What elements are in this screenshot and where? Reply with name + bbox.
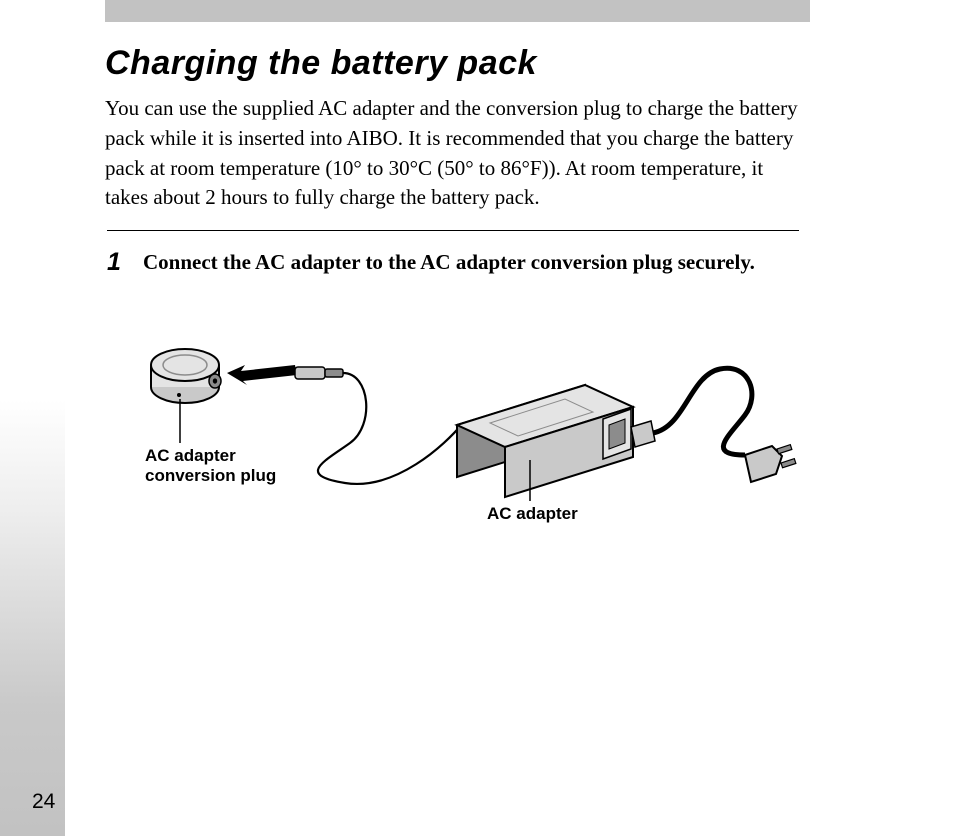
ac-cord [631, 368, 752, 455]
dc-plug-icon [295, 367, 343, 379]
intro-paragraph: You can use the supplied AC adapter and … [105, 94, 805, 213]
conversion-plug-label: AC adapterconversion plug [145, 446, 320, 487]
conversion-plug-icon [151, 349, 221, 403]
diagram-svg [145, 315, 805, 535]
dc-cable [318, 373, 463, 484]
side-tab-gradient [0, 400, 65, 836]
horizontal-rule [107, 230, 799, 231]
step-number: 1 [107, 248, 139, 277]
step-instruction: Connect the AC adapter to the AC adapter… [143, 248, 783, 276]
ac-adapter-label: AC adapter [487, 504, 578, 524]
ac-adapter-diagram: AC adapterconversion plug AC adapter [145, 315, 805, 535]
manual-page: Charging the battery pack You can use th… [0, 0, 954, 836]
section-title: Charging the battery pack [105, 44, 537, 83]
header-bar [105, 0, 810, 22]
page-number: 24 [32, 790, 55, 814]
wall-plug-icon [745, 445, 796, 482]
ac-adapter-icon [457, 385, 633, 497]
step-1: 1 Connect the AC adapter to the AC adapt… [107, 248, 807, 277]
insert-arrow-icon [227, 365, 297, 385]
